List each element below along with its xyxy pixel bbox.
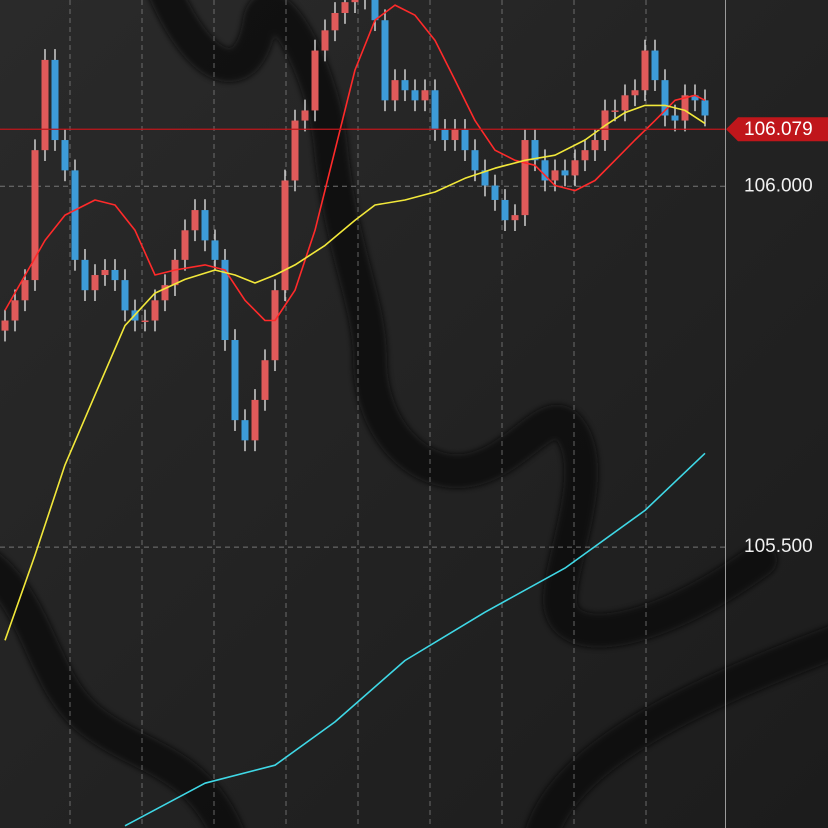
candle-body	[261, 360, 269, 400]
candle-body	[581, 150, 589, 161]
candle-body	[551, 170, 559, 181]
candle-body	[181, 230, 189, 260]
candle-body	[481, 170, 489, 186]
candle-body	[201, 210, 209, 241]
candle-body	[441, 129, 449, 141]
candle-body	[191, 210, 199, 231]
candle-body	[281, 180, 289, 291]
candle-body	[541, 160, 549, 181]
y-tick-label: 106.000	[744, 175, 813, 196]
candle-body	[531, 140, 539, 161]
candle-body	[451, 129, 459, 141]
last-price-tag	[726, 117, 828, 142]
candle-body	[111, 269, 119, 281]
candle-body	[701, 100, 709, 116]
plot-area	[0, 0, 725, 827]
candle-body	[311, 50, 319, 111]
candle-body	[411, 90, 419, 101]
candle-body	[491, 185, 499, 200]
candle-body	[681, 95, 689, 121]
candle-body	[511, 215, 519, 221]
moving-average-line	[124, 452, 706, 827]
candle-body	[71, 170, 79, 260]
candle-body	[151, 300, 159, 321]
price-axis: 105.500 106.000	[744, 175, 813, 557]
candle-body	[351, 0, 359, 3]
candle-body	[671, 115, 679, 121]
candle-body	[141, 320, 149, 323]
candle-body	[171, 259, 179, 286]
candle-body	[461, 129, 469, 151]
candle-body	[241, 420, 249, 441]
candle-body	[471, 150, 479, 171]
y-tick-label: 105.500	[744, 536, 813, 557]
candle-body	[101, 269, 109, 276]
candle-body	[641, 50, 649, 91]
candle-body	[501, 199, 509, 221]
candle-body	[321, 30, 329, 51]
candle-body	[41, 59, 49, 151]
vertical-grid	[69, 0, 647, 828]
candle-body	[291, 120, 299, 181]
candle-body	[621, 95, 629, 111]
candle-body	[611, 110, 619, 112]
candle-body	[161, 285, 169, 301]
candle-body	[11, 300, 19, 321]
candle-body	[421, 90, 429, 101]
candle-body	[691, 95, 699, 101]
candle-body	[51, 59, 59, 141]
candle-body	[651, 50, 659, 81]
candle-body	[251, 399, 259, 441]
candle-body	[271, 290, 279, 361]
candle-body	[81, 259, 89, 291]
candle-body	[301, 110, 309, 121]
candle-body	[31, 150, 39, 281]
moving-average-line	[4, 4, 706, 322]
candle-body	[61, 140, 69, 171]
candle-body	[591, 140, 599, 151]
candle-body	[561, 170, 569, 176]
candle-body	[391, 80, 399, 101]
candle-body	[331, 12, 339, 31]
candle-body	[381, 20, 389, 101]
candle-body	[571, 160, 579, 176]
candle-body	[221, 259, 229, 341]
candle-body	[431, 90, 439, 130]
candle-body	[661, 80, 669, 116]
candle-body	[231, 340, 239, 421]
candle-body	[91, 275, 99, 291]
moving-average-line	[4, 104, 706, 641]
last-price-label: 106.079	[744, 119, 813, 140]
candle-body	[521, 140, 529, 216]
candle-body	[1, 320, 9, 331]
candle-body	[371, 0, 379, 21]
candle-body	[341, 2, 349, 13]
candle-body	[211, 240, 219, 260]
candle-body	[401, 80, 409, 91]
candle-body	[631, 90, 639, 96]
candle-body	[21, 280, 29, 301]
candle-body	[121, 280, 129, 311]
